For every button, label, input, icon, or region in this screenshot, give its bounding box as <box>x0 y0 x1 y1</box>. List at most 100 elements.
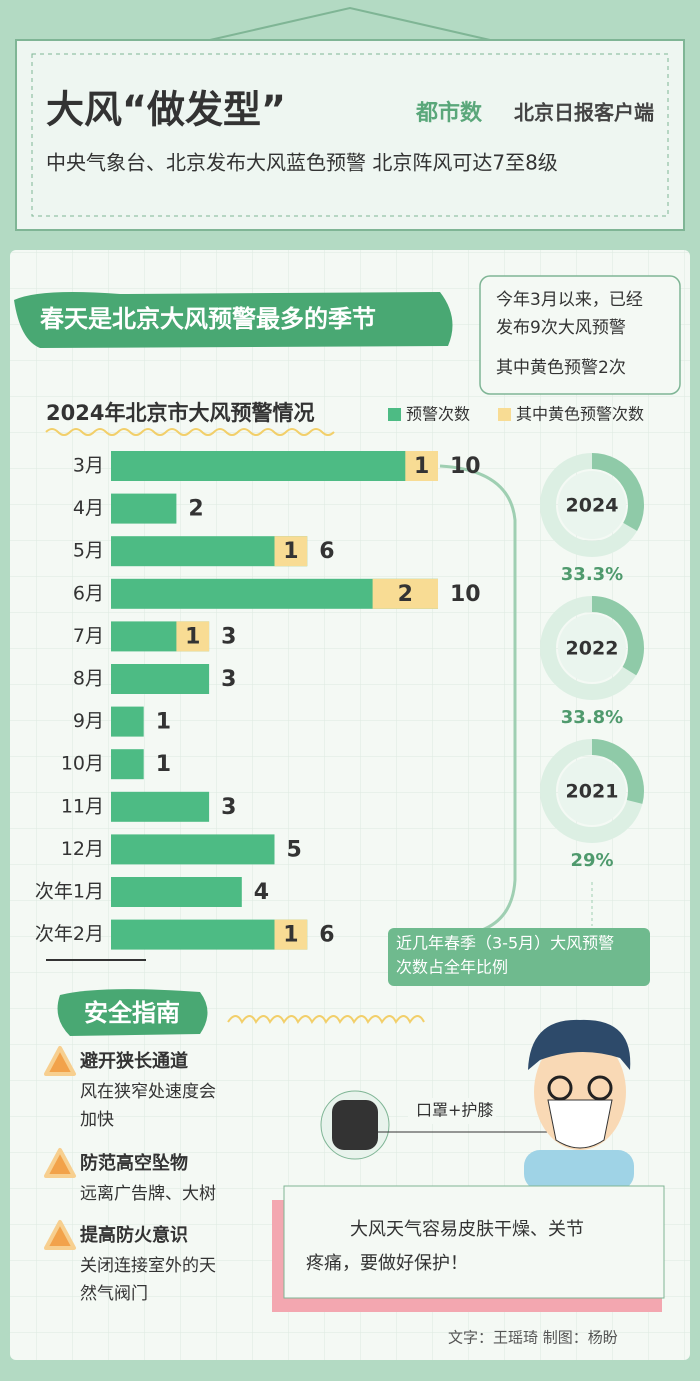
value-label: 10 <box>450 582 481 607</box>
value-label: 2 <box>188 497 203 522</box>
guide-item-desc: 关闭连接室外的天 <box>80 1256 216 1276</box>
value-label: 1 <box>156 710 171 735</box>
note: 大风天气容易皮肤干燥、关节 <box>350 1219 584 1240</box>
guide-item-desc: 远离广告牌、大树 <box>80 1184 216 1204</box>
person-mask <box>547 1099 613 1149</box>
guide-item-title: 防范高空坠物 <box>80 1152 188 1174</box>
category-label: 7月 <box>73 625 104 647</box>
value-label: 10 <box>450 454 481 479</box>
donut-center <box>558 614 626 682</box>
callout: 今年3月以来，已经 <box>496 290 643 310</box>
callout-box <box>479 275 681 395</box>
guide-item-title: 提高防火意识 <box>80 1224 188 1246</box>
header-box <box>15 39 685 231</box>
value-label: 3 <box>221 624 236 649</box>
category-label: 12月 <box>61 838 104 860</box>
illustration-label: 口罩+护膝 <box>416 1101 493 1120</box>
bar <box>111 451 438 481</box>
category-label: 次年2月 <box>35 923 104 945</box>
value-label: 6 <box>319 539 334 564</box>
bar <box>111 493 177 524</box>
guide-title: 安全指南 <box>84 999 180 1027</box>
caption: 近几年春季（3-5月）大风预警 <box>396 934 614 953</box>
brand: 北京日报客户端 <box>514 101 654 125</box>
subtitle: 中央气象台、北京发布大风蓝色预警 北京阵风可达7至8级 <box>46 151 558 175</box>
panel-grid <box>10 250 690 1360</box>
squiggle <box>227 1015 425 1024</box>
legend-label: 预警次数 <box>406 405 470 424</box>
person-shoulders <box>524 1150 634 1190</box>
donut-arc <box>591 739 644 804</box>
callout: 其中黄色预警2次 <box>496 358 626 378</box>
category-label: 11月 <box>61 795 104 817</box>
bar <box>111 877 242 907</box>
guide-item-desc: 加快 <box>80 1110 114 1130</box>
donut-year: 2022 <box>566 638 619 660</box>
squiggle <box>45 428 335 436</box>
value-label: 3 <box>221 667 236 692</box>
hanger <box>209 6 491 41</box>
donut-value: 29% <box>570 850 613 871</box>
header-frame <box>31 53 669 217</box>
value-label: 3 <box>221 795 236 820</box>
bar-segment <box>372 578 438 609</box>
bar-segment <box>405 451 438 481</box>
warning-icon <box>44 1148 76 1178</box>
guide-items: 避开狭长通道风在狭窄处速度会加快防范高空坠物远离广告牌、大树提高防火意识关闭连接… <box>44 1046 216 1304</box>
guide-item-desc: 然气阀门 <box>80 1284 148 1304</box>
guide-item-title: 避开狭长通道 <box>80 1050 188 1072</box>
callout: 发布9次大风预警 <box>496 318 626 338</box>
caption-box <box>388 928 650 986</box>
warning-icon <box>44 1046 76 1076</box>
category-label: 6月 <box>73 582 104 604</box>
bracket <box>439 464 517 937</box>
category-label: 10月 <box>61 753 104 775</box>
segment-label: 1 <box>283 923 298 948</box>
title: 大风“做发型” <box>46 88 286 132</box>
warning-icon <box>44 1220 76 1250</box>
guide-item-desc: 风在狭窄处速度会 <box>80 1082 216 1102</box>
credits: 文字：王瑶琦 制图：杨盼 <box>448 1329 618 1347</box>
segment-label: 2 <box>398 582 413 607</box>
guide-brush <box>57 989 208 1036</box>
caption: 次数占全年比例 <box>396 958 508 977</box>
bar-segment <box>274 919 308 950</box>
donut-arc <box>591 596 644 676</box>
bar-segment <box>274 536 308 567</box>
value-label: 4 <box>254 880 269 905</box>
legend-label: 其中黄色预警次数 <box>516 405 644 424</box>
bar <box>111 834 275 865</box>
donut-center <box>558 757 626 825</box>
donut-value: 33.3% <box>561 564 623 585</box>
bar <box>111 706 144 737</box>
label-bg <box>408 1098 496 1124</box>
category-label: 8月 <box>73 668 104 690</box>
donut-value: 33.8% <box>561 707 623 728</box>
donut-center <box>558 471 626 539</box>
person-glasses <box>587 1075 613 1101</box>
person-glasses <box>547 1075 573 1101</box>
brand: 都市数 <box>415 100 483 126</box>
value-label: 5 <box>287 837 302 862</box>
segment-label: 1 <box>185 624 200 649</box>
legend-swatch <box>388 408 401 421</box>
chart-title: 2024年北京市大风预警情况 <box>46 401 314 425</box>
category-label: 4月 <box>73 497 104 519</box>
value-label: 1 <box>156 752 171 777</box>
person-hair <box>528 1019 631 1070</box>
note-box <box>283 1185 665 1299</box>
category-label: 5月 <box>73 540 104 562</box>
donut-year: 2024 <box>566 495 619 517</box>
segment-label: 1 <box>414 454 429 479</box>
value-label: 6 <box>319 923 334 948</box>
donut-arc <box>591 453 644 531</box>
bar <box>111 749 144 780</box>
banner: 春天是北京大风预警最多的季节 <box>40 305 376 333</box>
category-label: 3月 <box>73 455 104 477</box>
note: 疼痛，要做好保护！ <box>306 1253 468 1274</box>
bar <box>111 664 210 694</box>
segment-label: 1 <box>283 539 298 564</box>
bar-segment <box>176 621 210 652</box>
category-label: 次年1月 <box>35 881 104 903</box>
